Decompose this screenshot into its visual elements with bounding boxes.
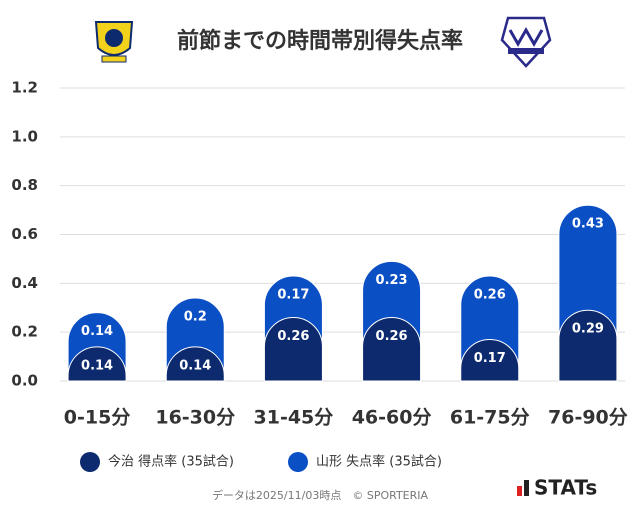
value-label: 0.14 [81, 324, 113, 339]
value-label: 0.29 [572, 322, 604, 337]
x-tick-label: 76-90分 [548, 407, 628, 429]
legend-swatch [288, 452, 308, 472]
bar-segment [558, 309, 618, 382]
y-tick-label: 1.2 [11, 79, 38, 97]
brand: STATs [534, 476, 597, 500]
value-label: 0.26 [474, 288, 506, 303]
y-tick-label: 0.8 [11, 176, 38, 194]
away-logo [500, 16, 552, 68]
bar-segment [67, 346, 127, 382]
bar-segment [165, 346, 225, 382]
bar-segment [362, 317, 422, 382]
value-label: 0.14 [179, 358, 211, 373]
y-tick-label: 0.4 [11, 274, 38, 292]
value-label: 0.43 [572, 217, 604, 232]
x-tick-label: 46-60分 [352, 407, 432, 429]
y-tick-label: 1.0 [11, 127, 38, 145]
value-label: 0.2 [184, 309, 207, 324]
value-label: 0.14 [81, 358, 113, 373]
y-tick-label: 0.6 [11, 225, 38, 243]
bar-segment [558, 204, 618, 340]
bar-segment [460, 339, 520, 382]
home-logo [94, 21, 134, 63]
value-label: 0.17 [277, 288, 309, 303]
y-tick-label: 0.0 [11, 372, 38, 390]
value-label: 0.26 [376, 329, 408, 344]
bar-segment [263, 317, 323, 382]
value-label: 0.23 [376, 273, 408, 288]
legend-label: 山形 失点率 (35試合) [316, 454, 442, 470]
y-tick-label: 0.2 [11, 323, 38, 341]
value-label: 0.17 [474, 351, 506, 366]
x-tick-label: 31-45分 [254, 407, 334, 429]
value-label: 0.26 [277, 329, 309, 344]
x-tick-label: 61-75分 [450, 407, 530, 429]
footer: データは2025/11/03時点 © SPORTERIA [212, 488, 429, 502]
legend-label: 今治 得点率 (35試合) [108, 454, 234, 470]
legend-swatch [80, 452, 100, 472]
x-tick-label: 0-15分 [64, 407, 131, 429]
chart-title: 前節までの時間帯別得失点率 [177, 28, 463, 54]
x-tick-label: 16-30分 [155, 407, 235, 429]
brand-logo [517, 480, 529, 496]
